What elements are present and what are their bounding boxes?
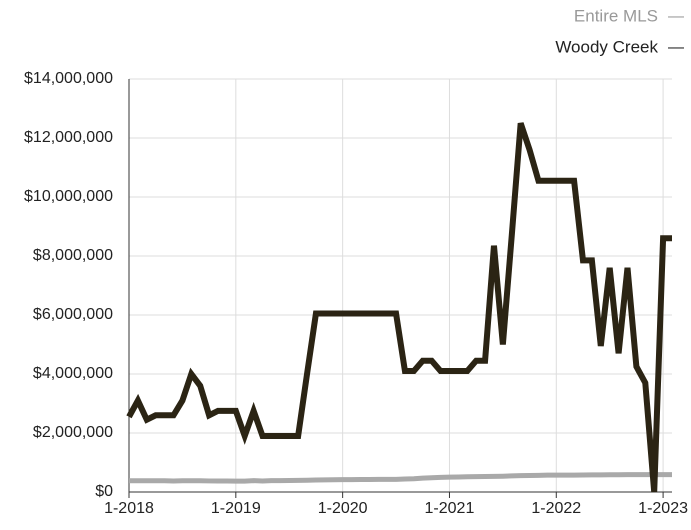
y-tick-label: $4,000,000 xyxy=(33,365,113,382)
y-tick-label: $10,000,000 xyxy=(24,188,113,205)
x-tick-label: 1-2019 xyxy=(211,500,261,517)
series-line xyxy=(129,472,672,484)
legend-marker: — xyxy=(668,8,684,25)
x-tick-label: 1-2021 xyxy=(425,500,475,517)
y-tick-label: $8,000,000 xyxy=(33,247,113,264)
x-tick-label: 1-2020 xyxy=(318,500,368,517)
legend-label: Entire MLS xyxy=(574,6,658,25)
x-tick-label: 1-2023 xyxy=(638,500,688,517)
x-tick-label: 1-2018 xyxy=(104,500,154,517)
y-tick-label: $12,000,000 xyxy=(24,129,113,146)
legend-marker: — xyxy=(668,39,684,56)
y-tick-label: $6,000,000 xyxy=(33,306,113,323)
y-tick-label: $2,000,000 xyxy=(33,424,113,441)
y-tick-label: $14,000,000 xyxy=(24,70,113,87)
x-tick-label: 1-2022 xyxy=(531,500,581,517)
y-tick-label: $0 xyxy=(95,483,113,500)
legend-label: Woody Creek xyxy=(555,37,658,56)
series-line xyxy=(126,122,672,493)
